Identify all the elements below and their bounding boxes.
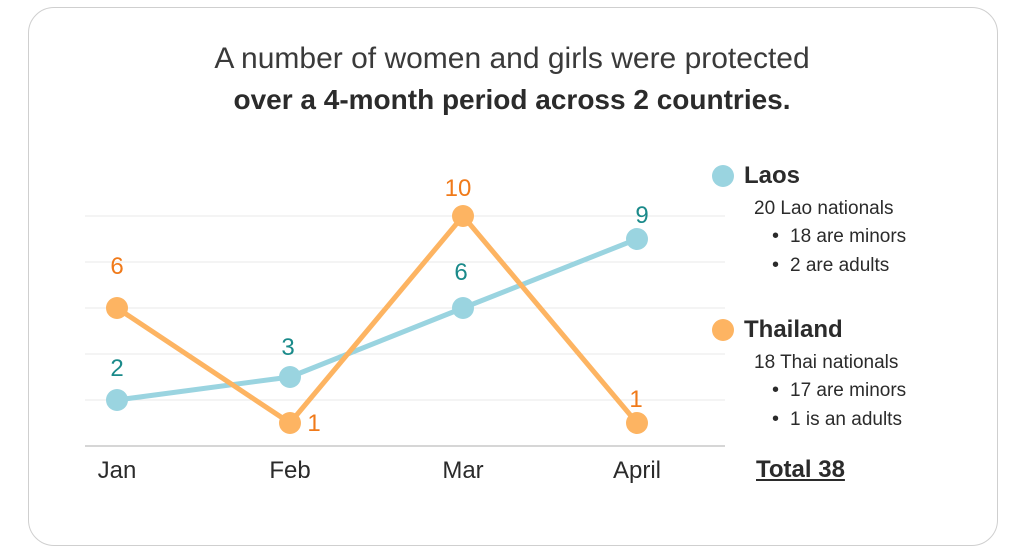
legend-thailand: Thailand 18 Thai nationals 17 are minors…: [712, 316, 1002, 434]
data-label-thailand: 1: [629, 386, 642, 413]
data-point-thailand: [106, 297, 128, 319]
data-label-laos: 2: [110, 355, 123, 382]
data-point-thailand: [279, 412, 301, 434]
series-line-laos: [114, 236, 640, 403]
data-label-laos: 6: [454, 259, 467, 286]
data-point-laos: [626, 228, 648, 250]
x-tick-label: Jan: [98, 457, 137, 484]
legend-thailand-item: 1 is an adults: [772, 405, 1002, 434]
x-tick-label: Mar: [442, 457, 483, 484]
data-point-thailand: [626, 412, 648, 434]
data-label-laos: 9: [635, 202, 648, 229]
legend-thailand-name: Thailand: [744, 316, 843, 343]
legend-thailand-summary: 18 Thai nationals: [754, 352, 899, 373]
series-line-thailand: [114, 213, 640, 426]
data-label-thailand: 6: [110, 253, 123, 280]
data-point-thailand: [452, 205, 474, 227]
data-label-thailand: 10: [445, 175, 472, 202]
data-label-laos: 3: [281, 334, 294, 361]
chart-title-line-1: A number of women and girls were protect…: [214, 42, 810, 75]
data-point-laos: [106, 389, 128, 411]
legend-thailand-item: 17 are minors: [772, 376, 1002, 405]
legend-laos-list: 18 are minors 2 are adults: [772, 222, 1002, 280]
legend-laos-item: 2 are adults: [772, 251, 1002, 280]
data-label-thailand: 1: [307, 410, 320, 437]
legend-laos-summary: 20 Lao nationals: [754, 198, 894, 219]
chart-title-line-2: over a 4-month period across 2 countries…: [233, 84, 791, 115]
thailand-marker-icon: [712, 319, 734, 341]
data-point-laos: [279, 366, 301, 388]
x-tick-label: April: [613, 457, 661, 484]
x-tick-label: Feb: [269, 457, 310, 484]
legend-laos: Laos 20 Lao nationals 18 are minors 2 ar…: [712, 162, 1002, 280]
total-count: Total 38: [756, 456, 845, 483]
legend-laos-name: Laos: [744, 162, 801, 189]
legend-thailand-list: 17 are minors 1 is an adults: [772, 376, 1002, 434]
legend-laos-item: 18 are minors: [772, 222, 1002, 251]
laos-marker-icon: [712, 165, 734, 187]
data-point-laos: [452, 297, 474, 319]
